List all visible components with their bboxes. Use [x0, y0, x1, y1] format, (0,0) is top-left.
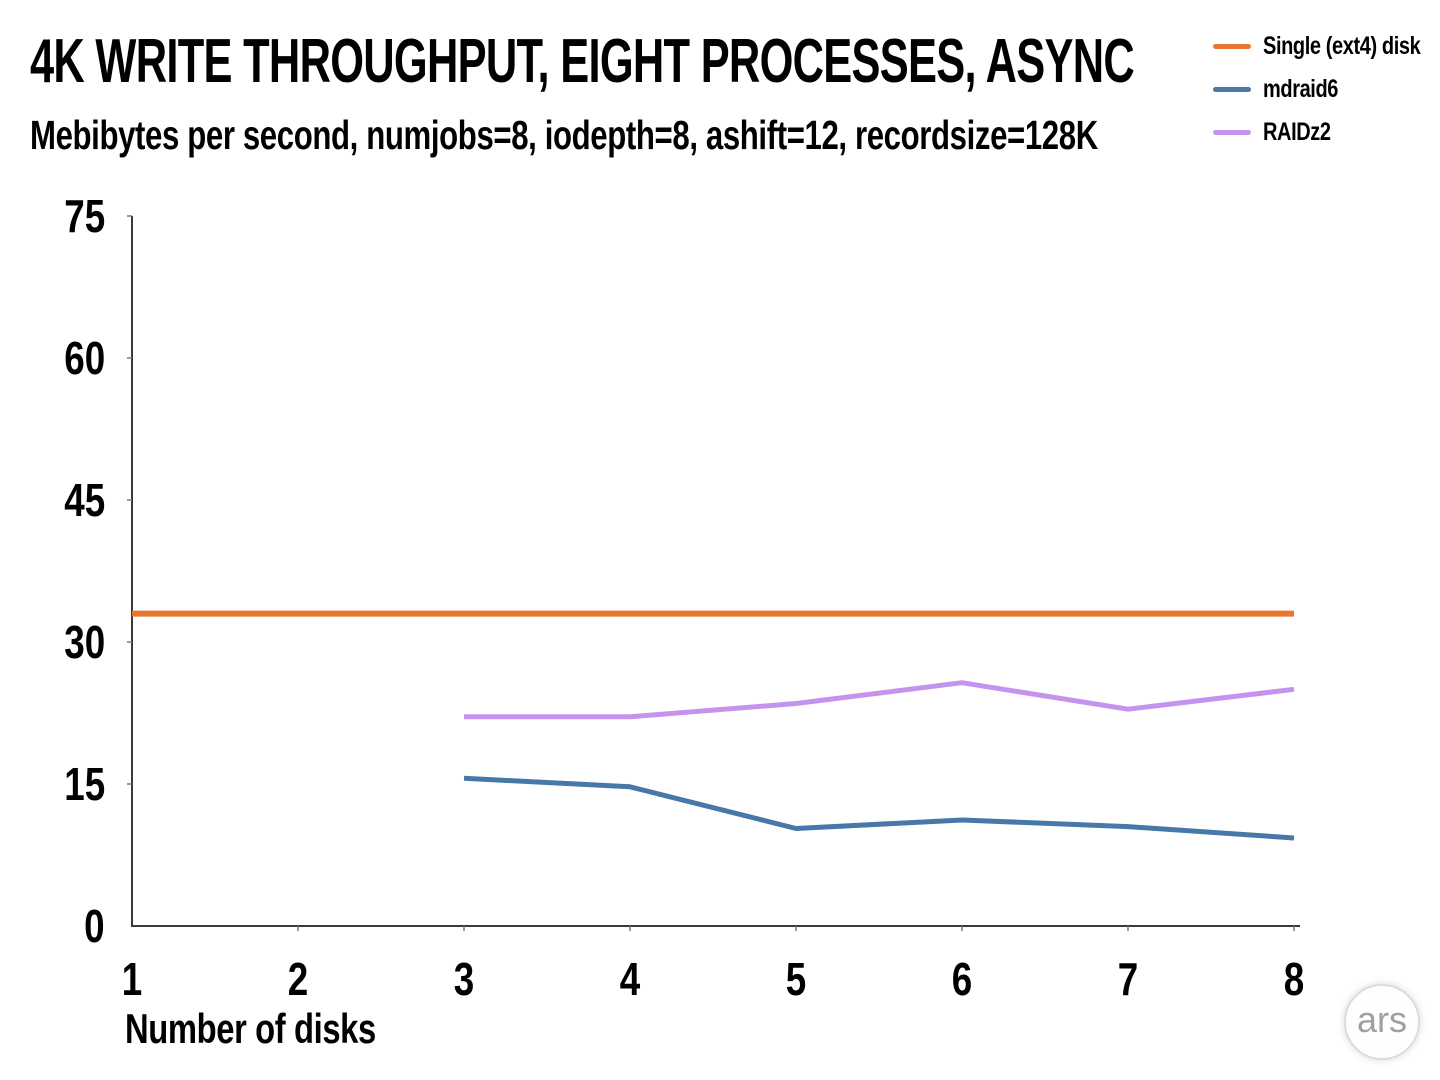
legend-swatch-mdraid6	[1213, 86, 1251, 92]
y-tick-label-15: 15	[64, 758, 105, 810]
legend-swatch-single-ext4-disk	[1213, 43, 1251, 49]
y-tick-label-0: 0	[84, 900, 105, 952]
series-line-mdraid6	[463, 775, 1295, 841]
chart-subtitle: Mebibytes per second, numjobs=8, iodepth…	[30, 112, 1098, 158]
x-tick-label-4: 4	[619, 953, 641, 1005]
legend: Single (ext4) disk mdraid6 RAIDz2	[1213, 28, 1433, 157]
x-axis-title: Number of disks	[125, 1005, 376, 1052]
x-tick-label-8: 8	[1283, 953, 1305, 1005]
x-tick-label-3: 3	[453, 953, 475, 1005]
y-tick-label-45: 45	[64, 474, 105, 526]
legend-item-raidz2: RAIDz2	[1213, 114, 1433, 150]
x-tick-label-2: 2	[287, 953, 309, 1005]
x-tick-label-7: 7	[1117, 953, 1139, 1005]
chart-title: 4K WRITE THROUGHPUT, EIGHT PROCESSES, AS…	[30, 27, 1135, 96]
y-tick-label-60: 60	[64, 332, 105, 384]
x-tick-label-6: 6	[951, 953, 973, 1005]
legend-item-mdraid6: mdraid6	[1213, 71, 1433, 107]
y-tick-label-30: 30	[64, 616, 105, 668]
legend-label: mdraid6	[1263, 74, 1339, 103]
legend-label: Single (ext4) disk	[1263, 31, 1421, 60]
legend-item-single-ext4-disk: Single (ext4) disk	[1213, 28, 1433, 64]
legend-swatch-raidz2	[1213, 129, 1251, 135]
series-line-raidz2	[464, 680, 1295, 720]
x-tick-label-5: 5	[785, 953, 807, 1005]
y-tick-label-75: 75	[64, 190, 105, 242]
x-tick-label-1: 1	[121, 953, 143, 1005]
ars-logo-text: ars	[1356, 999, 1407, 1040]
ars-technica-logo: ars	[1344, 984, 1420, 1060]
legend-label: RAIDz2	[1263, 117, 1331, 146]
